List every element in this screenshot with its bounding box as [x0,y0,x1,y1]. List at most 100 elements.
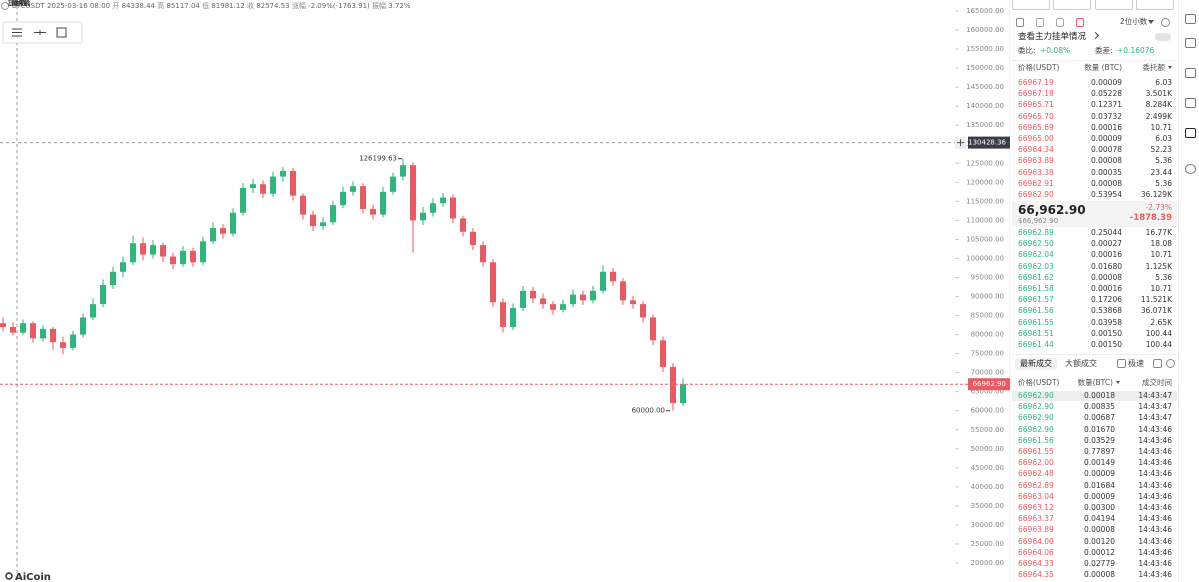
candle-body [220,227,226,234]
field-value: 84338.44 [122,2,156,10]
bids-total: 100.44 [1145,328,1172,338]
crosshair-plus [957,139,964,147]
sidebar-icon[interactable] [1185,128,1196,138]
candle-body [650,317,656,341]
sidebar-icon[interactable] [1185,68,1196,78]
bids-price: 66961.56 [1018,306,1054,316]
last-price: 66,962.90 [1018,203,1086,217]
asks-total: 23.44 [1150,167,1172,177]
toolbar[interactable] [2,21,83,44]
mid-bg [1012,201,1177,227]
trade-time: 14:43:46 [1138,570,1172,580]
sidebar-icon[interactable] [1185,38,1196,48]
trade-price: 66962.90 [1018,391,1054,400]
trade-time: 14:43:46 [1138,469,1172,479]
trade-qty: 0.01670 [1083,424,1115,434]
asks-total: 5.36 [1155,156,1172,166]
y-tick-label: 35000.00 [971,502,1004,510]
bids-total: 11.521K [1140,295,1172,305]
candle-body [230,212,236,234]
toggle[interactable] [1155,33,1171,41]
trade-tab[interactable]: 最新成交 [1020,359,1052,368]
candle-body [370,208,376,215]
trade-price: 66961.56 [1018,435,1054,445]
y-tick-label: 100000.00 [966,254,1004,262]
book-header: 数量 (BTC) [1084,63,1122,72]
depth-link[interactable]: 查看主力挂单情况 [1018,32,1087,42]
asks-price: 66965.70 [1018,111,1054,121]
asks-total: 36.129K [1140,190,1172,199]
candle-body [50,328,56,343]
y-tick-label: 150000.00 [966,64,1004,72]
asks-price: 66965.71 [1018,100,1054,110]
y-tick-label: 45000.00 [971,464,1004,472]
tab[interactable] [1095,0,1133,10]
y-tick-label: 50000.00 [971,445,1004,453]
trade-filter-icon [1153,359,1162,368]
candle-body [450,197,456,219]
watermark: AiCoin [15,572,51,582]
book-mode-icon[interactable] [1056,18,1064,27]
candle-body [190,250,196,263]
fast-checkbox[interactable] [1117,359,1126,368]
menu-icon[interactable] [12,28,22,37]
tab[interactable] [1053,0,1091,10]
diff-label: 委差: [1095,46,1113,55]
rect-icon[interactable] [56,27,67,38]
candle-body [40,328,46,339]
field-value: -2.09%(-1763.91) [308,2,370,10]
bids-total: 16.77K [1145,228,1172,237]
candle-body [260,184,266,194]
trade-qty: 0.00687 [1083,413,1115,423]
trade-time: 14:43:46 [1138,480,1172,490]
candle-body [90,304,96,318]
candle-body [250,184,256,189]
candle-body [350,186,356,192]
sidebar-icon[interactable] [1185,164,1196,174]
bids-price: 66962.50 [1018,239,1054,249]
trade-time: 14:43:47 [1138,402,1172,412]
book-mode-icon[interactable] [1076,18,1084,27]
candle-body [520,290,526,308]
tab[interactable] [1136,0,1174,10]
trade-tab[interactable]: 大额成交 [1065,359,1097,368]
last-change-pct: -2.73% [1145,203,1172,212]
candle-body [180,250,186,265]
trade-price: 66962.90 [1018,413,1054,423]
trade-header: 价格(USDT) [1018,378,1060,387]
tab[interactable] [1012,0,1050,10]
candle-body [670,366,676,404]
tab-label: 简况 [11,0,27,7]
trade-settings-icon [1166,359,1175,368]
tab-label: 已自选 [7,0,31,7]
book-mode-icon[interactable] [1036,18,1044,27]
settings-icon[interactable] [1161,18,1170,27]
bids-total: 100.44 [1145,340,1172,349]
trade-price: 66962.48 [1018,469,1054,479]
trade-qty: 0.00120 [1083,536,1115,546]
trade-price: 66964.33 [1018,559,1054,568]
trade-qty: 0.00835 [1083,402,1115,412]
trade-price: 66963.12 [1018,503,1054,512]
candle-body [310,214,316,227]
bids-qty: 0.25044 [1090,228,1122,237]
trade-qty: 0.00300 [1083,503,1115,512]
line-icon[interactable] [34,30,46,35]
symbol-icon [1,2,9,10]
trade-time: 14:43:46 [1138,525,1172,535]
candle-body [290,170,296,196]
sidebar-icon[interactable] [1185,98,1196,108]
y-tick-label: 70000.00 [971,369,1004,377]
asks-price: 66967.19 [1018,78,1054,87]
y-tick-label: 55000.00 [971,426,1004,434]
candle-body [210,227,216,242]
sidebar-icon[interactable] [1185,14,1196,24]
trade-qty: 0.03529 [1083,435,1115,445]
bids-total: 18.08 [1150,239,1172,249]
y-tick-label: 65000.00 [971,388,1004,396]
field-label: 收 [247,1,254,10]
low-annotation: 60000.00 [632,407,665,415]
book-mode-icon[interactable] [1016,18,1024,27]
bids-qty: 0.00008 [1090,272,1122,282]
